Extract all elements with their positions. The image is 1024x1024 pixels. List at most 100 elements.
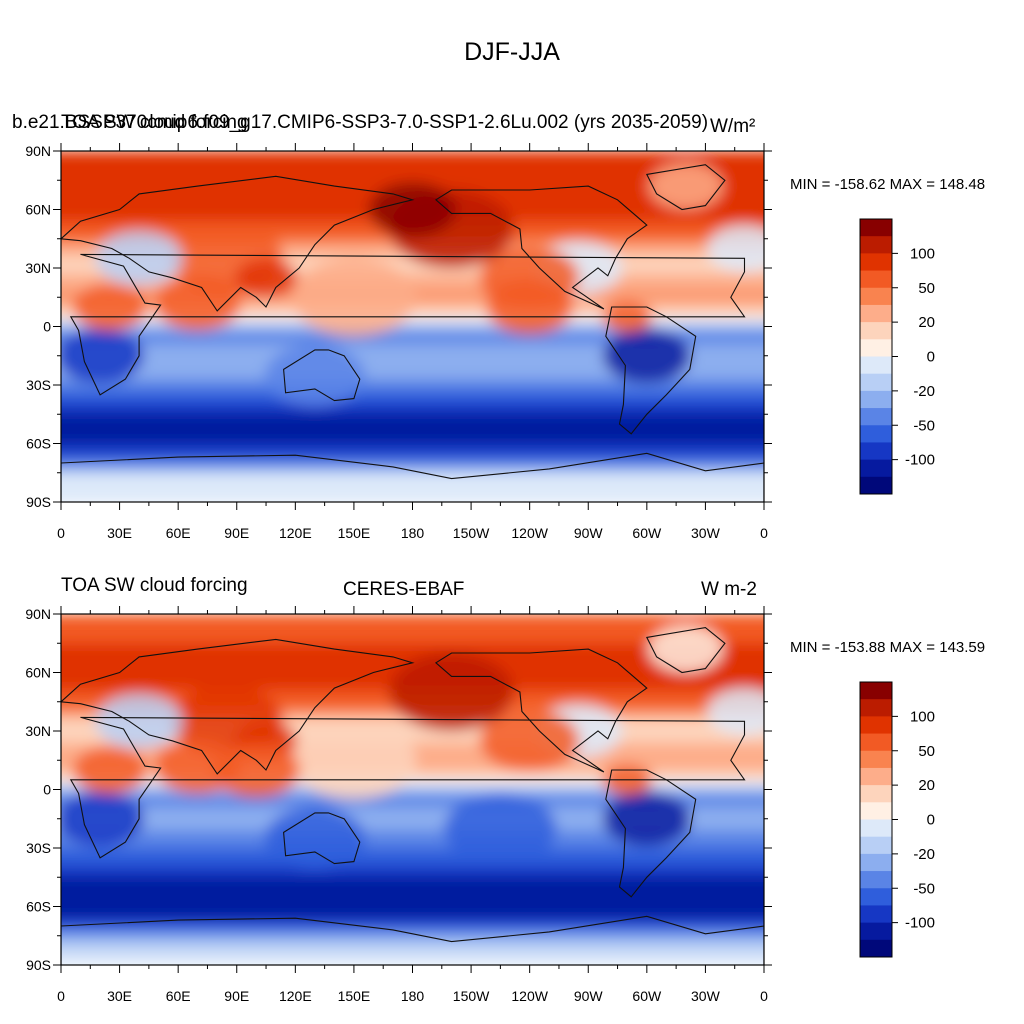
colorbar-label: -50 — [913, 880, 935, 897]
lon-tick-label: 120W — [511, 525, 548, 541]
panel1-units: W/m² — [710, 116, 756, 137]
coastline-2-0 — [69, 716, 746, 859]
colorbar-swatch-2 — [860, 716, 892, 735]
panel2-units: W m-2 — [701, 579, 757, 600]
lon-tick-label: 0 — [760, 988, 768, 1004]
lat-tick-label: 90N — [25, 606, 51, 622]
colorbar-swatch-2 — [860, 699, 892, 717]
lon-tick-label: 90W — [574, 988, 604, 1004]
lon-tick-label: 60W — [632, 525, 662, 541]
colorbar-swatch-1 — [860, 373, 892, 392]
map-field-2 — [61, 614, 764, 965]
coastline-1-1 — [61, 175, 415, 312]
lon-tick-label: 180 — [401, 988, 425, 1004]
lat-tick-label: 90S — [26, 494, 51, 510]
colorbar-swatch-2 — [860, 733, 892, 752]
lon-tick-label: 180 — [401, 525, 425, 541]
panel2-center-title: CERES-EBAF — [343, 579, 465, 600]
coastline-1-5 — [645, 164, 726, 211]
colorbar-label: -100 — [905, 915, 935, 932]
coastline-2-2 — [283, 812, 361, 865]
colorbar-swatch-2 — [860, 939, 892, 958]
map-field-1 — [61, 151, 764, 502]
lat-tick-label: 60S — [26, 436, 51, 452]
colorbar-label: 50 — [918, 280, 935, 297]
lat-tick-label: 90S — [26, 957, 51, 973]
coastline-2-1 — [61, 638, 415, 775]
colorbar-swatch-1 — [860, 442, 892, 461]
colorbar-swatch-2 — [860, 682, 892, 700]
colorbar-swatch-2 — [860, 750, 892, 769]
colorbar-swatch-1 — [860, 390, 892, 409]
colorbar-swatch-1 — [860, 425, 892, 443]
colorbar-label: 100 — [910, 708, 935, 725]
lon-tick-label: 60E — [166, 988, 191, 1004]
colorbar-swatch-1 — [860, 236, 892, 254]
panel1-left-title: TOA SW cloud forcing — [61, 112, 248, 133]
colorbar-label: 0 — [927, 349, 935, 366]
lon-tick-label: 150W — [453, 525, 490, 541]
colorbar-label: 20 — [918, 314, 935, 331]
lon-tick-label: 30W — [691, 988, 721, 1004]
coastline-1-0 — [69, 253, 746, 396]
colorbar-swatch-1 — [860, 408, 892, 426]
colorbar-label: -100 — [905, 452, 935, 469]
lon-tick-label: 60E — [166, 525, 191, 541]
colorbar-swatch-1 — [860, 270, 892, 289]
lat-tick-label: 60N — [25, 665, 51, 681]
main-title: DJF-JJA — [464, 38, 560, 66]
lat-tick-label: 0 — [43, 319, 51, 335]
lon-tick-label: 150W — [453, 988, 490, 1004]
colorbar-swatch-2 — [860, 888, 892, 906]
lon-tick-label: 120E — [279, 988, 312, 1004]
coastline-2-6 — [61, 915, 764, 965]
panel2-min-max: MIN = -153.88 MAX = 143.59 — [790, 639, 986, 656]
colorbar-swatch-2 — [860, 905, 892, 924]
lat-tick-label: 0 — [43, 782, 51, 798]
colorbar-swatch-1 — [860, 253, 892, 272]
lon-tick-label: 0 — [57, 988, 65, 1004]
colorbar-swatch-1 — [860, 356, 892, 375]
colorbar-swatch-2 — [860, 871, 892, 889]
lon-tick-label: 0 — [760, 525, 768, 541]
coastline-1-6 — [61, 452, 764, 502]
colorbar-swatch-1 — [860, 304, 892, 323]
colorbar-label: -20 — [913, 846, 935, 863]
coastline-1-4 — [605, 306, 697, 435]
lon-tick-label: 60W — [632, 988, 662, 1004]
panel2-left-title: TOA SW cloud forcing — [61, 575, 248, 596]
lat-tick-label: 30S — [26, 377, 51, 393]
coastline-2-3 — [434, 648, 648, 773]
coastline-1-3 — [434, 185, 648, 310]
panel1-min-max: MIN = -158.62 MAX = 148.48 — [790, 176, 986, 193]
colorbar-label: 50 — [918, 743, 935, 760]
colorbar-label: -20 — [913, 383, 935, 400]
colorbar-swatch-1 — [860, 459, 892, 478]
lat-tick-label: 90N — [25, 143, 51, 159]
colorbar-swatch-2 — [860, 836, 892, 855]
lon-tick-label: 90E — [224, 988, 249, 1004]
lon-tick-label: 30W — [691, 525, 721, 541]
lon-tick-label: 90W — [574, 525, 604, 541]
lon-tick-label: 120W — [511, 988, 548, 1004]
colorbar-label: 0 — [927, 812, 935, 829]
lat-tick-label: 30S — [26, 840, 51, 856]
coastline-2-5 — [645, 627, 726, 674]
lon-tick-label: 30E — [107, 525, 132, 541]
lon-tick-label: 0 — [57, 525, 65, 541]
colorbar-swatch-1 — [860, 219, 892, 237]
colorbar-label: -50 — [913, 417, 935, 434]
colorbar-swatch-1 — [860, 476, 892, 495]
colorbar-label: 20 — [918, 777, 935, 794]
lat-tick-label: 30N — [25, 260, 51, 276]
colorbar-swatch-1 — [860, 339, 892, 357]
coastline-2-4 — [605, 769, 697, 898]
colorbar-label: 100 — [910, 245, 935, 262]
coastline-1-2 — [283, 349, 361, 402]
lon-tick-label: 90E — [224, 525, 249, 541]
lon-tick-label: 150E — [338, 988, 371, 1004]
lat-tick-label: 60S — [26, 899, 51, 915]
panel1-case-name: b.e21.BSSP370cmip6.f09_g17.CMIP6-SSP3-7.… — [12, 112, 709, 133]
colorbar-swatch-1 — [860, 322, 892, 340]
